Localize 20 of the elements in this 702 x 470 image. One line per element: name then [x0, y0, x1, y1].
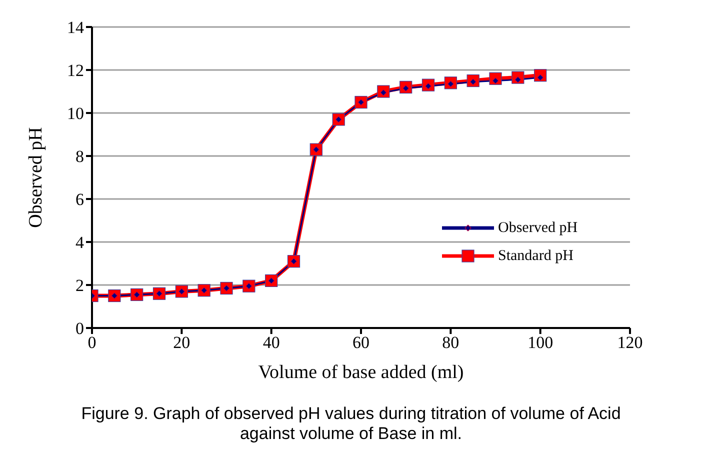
x-tick-label: 40: [262, 333, 280, 352]
x-tick-label: 100: [528, 333, 554, 352]
legend-label: Observed pH: [498, 220, 578, 236]
y-tick-label: 4: [76, 233, 84, 252]
x-tick-label: 0: [88, 333, 96, 352]
x-tick-label: 120: [617, 333, 643, 352]
x-tick-label: 60: [352, 333, 370, 352]
y-tick-label: 14: [67, 18, 84, 38]
y-tick-label: 2: [76, 276, 84, 296]
y-tick-label: 12: [67, 61, 84, 80]
x-axis-title: Volume of base added (ml): [258, 362, 464, 383]
y-tick-label: 8: [76, 147, 84, 166]
y-tick-label: 6: [76, 190, 84, 210]
x-tick-label: 20: [173, 333, 190, 352]
y-tick-label: 10: [67, 104, 84, 124]
y-tick-label: 0: [76, 319, 84, 338]
x-tick-label: 80: [442, 333, 460, 352]
legend-label: Standard pH: [498, 248, 574, 264]
y-axis-title: Observed pH: [26, 126, 47, 228]
caption: Figure 9. Graph of observed pH values during titration of volume of Acid against volume of Base in ml.: [80, 404, 622, 444]
